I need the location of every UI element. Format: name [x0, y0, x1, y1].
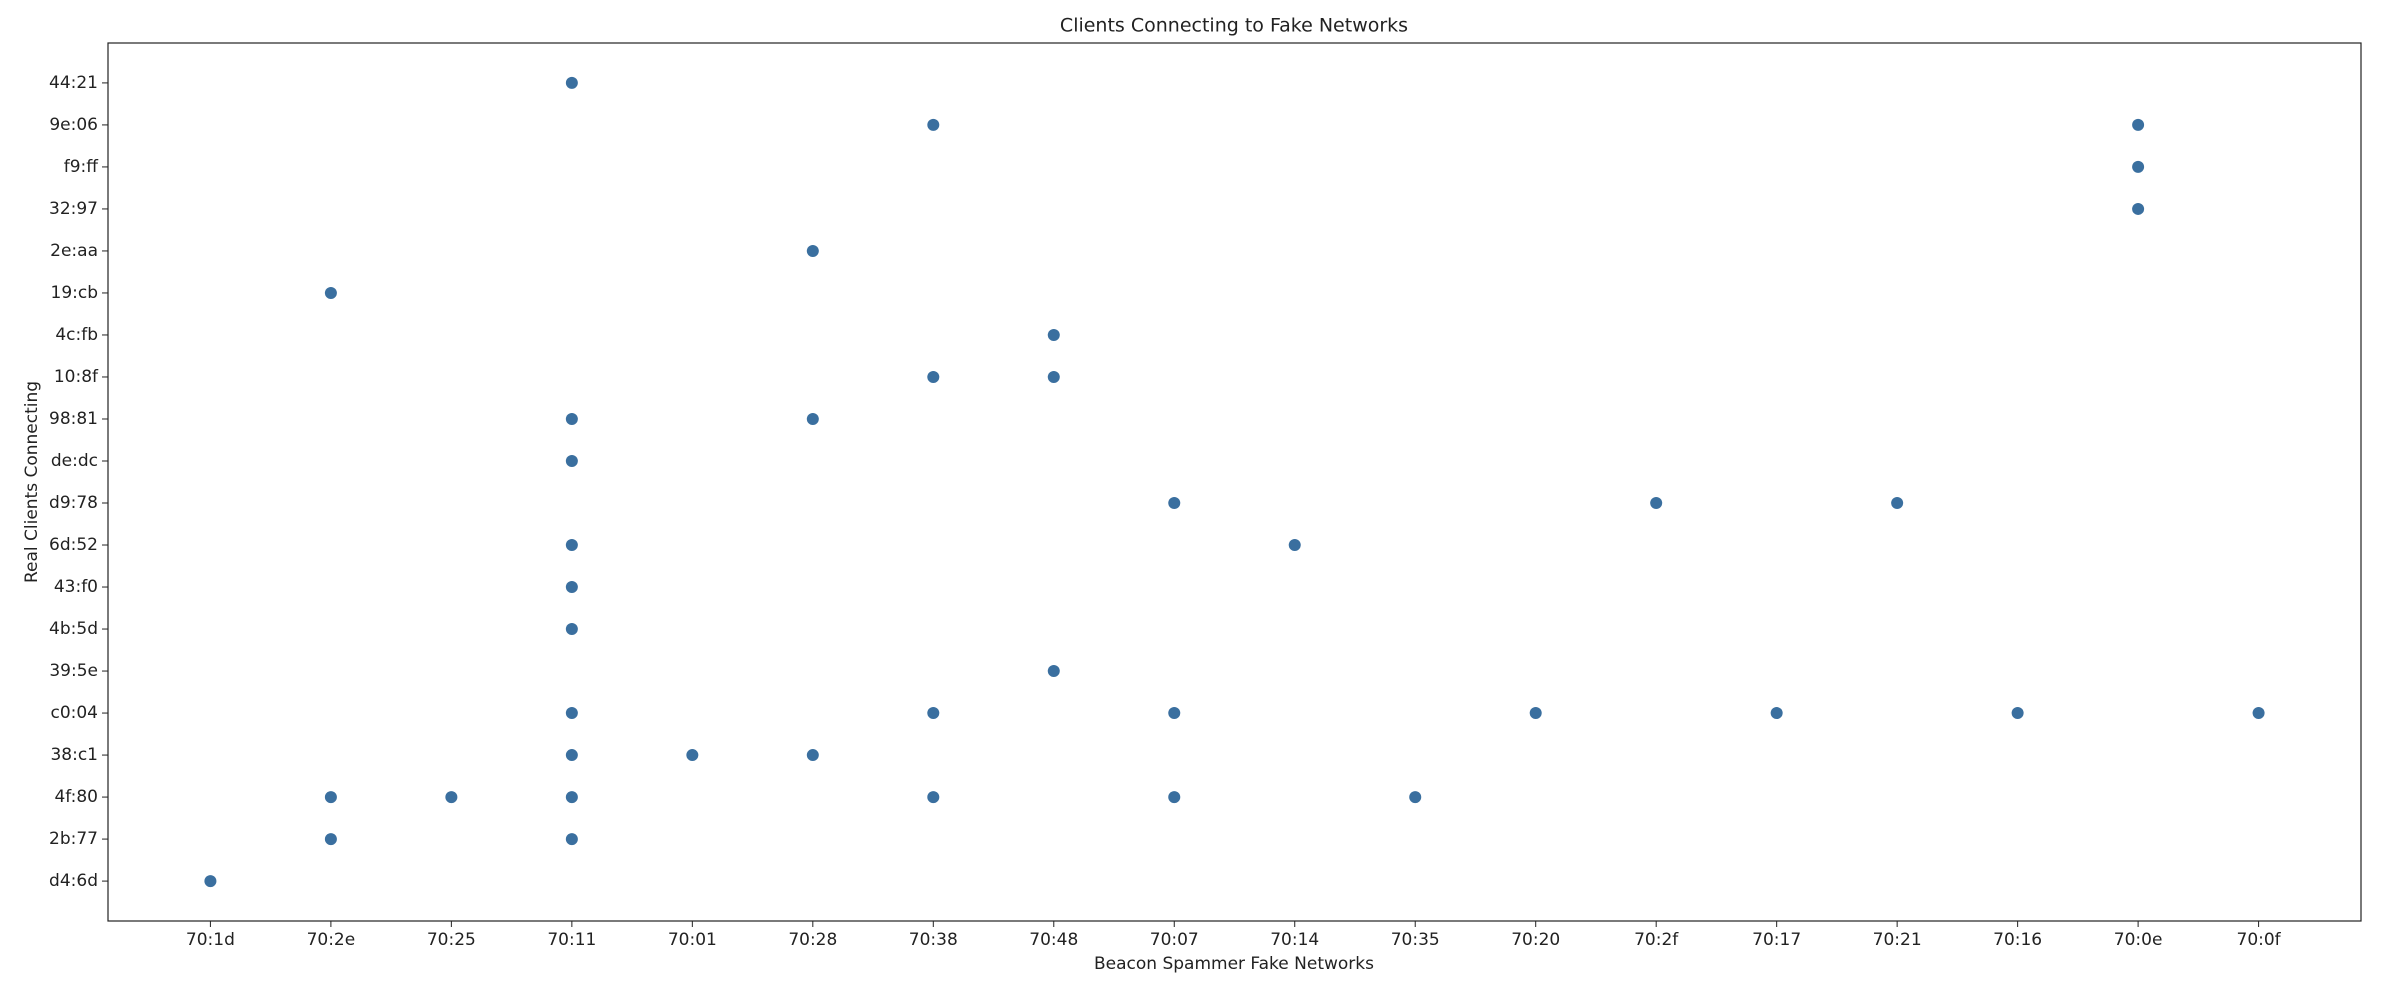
x-tick-label: 70:16 — [1993, 930, 2042, 950]
point — [806, 749, 819, 762]
point — [686, 749, 699, 762]
chart-title: Clients Connecting to Fake Networks — [1060, 15, 1408, 37]
point — [1168, 497, 1181, 510]
y-tick-label: 4c:fb — [55, 325, 98, 345]
x-tick-label: 70:21 — [1873, 930, 1922, 950]
x-tick-label: 70:0f — [2237, 930, 2282, 950]
point — [806, 412, 819, 425]
point — [565, 833, 578, 846]
point — [927, 707, 940, 720]
point — [1168, 707, 1181, 720]
y-tick-label: 4f:80 — [54, 787, 98, 807]
y-tick-label: de:dc — [51, 451, 98, 471]
point — [1047, 665, 1060, 678]
point — [927, 370, 940, 383]
point — [1650, 497, 1663, 510]
x-tick-label: 70:2f — [1634, 930, 1679, 950]
y-tick-label: d9:78 — [49, 493, 98, 513]
y-tick-label: 4b:5d — [49, 619, 98, 639]
y-tick-label: 38:c1 — [50, 745, 98, 765]
point — [565, 623, 578, 636]
x-tick-label: 70:01 — [668, 930, 717, 950]
point — [565, 412, 578, 425]
point — [1409, 791, 1422, 804]
x-tick-label: 70:35 — [1391, 930, 1440, 950]
point — [1047, 328, 1060, 341]
y-axis-label: Real Clients Connecting — [22, 381, 42, 583]
point — [2011, 707, 2024, 720]
x-tick-label: 70:25 — [427, 930, 476, 950]
x-axis-label: Beacon Spammer Fake Networks — [1094, 954, 1374, 974]
point — [565, 76, 578, 89]
y-tick-label: 2e:aa — [50, 241, 98, 261]
x-tick-label: 70:28 — [788, 930, 837, 950]
point — [1770, 707, 1783, 720]
x-tick-label: 70:0e — [2114, 930, 2163, 950]
x-tick-label: 70:11 — [547, 930, 596, 950]
y-tick-label: 44:21 — [49, 73, 98, 93]
point — [2132, 202, 2145, 215]
point — [2132, 118, 2145, 131]
point — [565, 454, 578, 467]
y-tick-label: c0:04 — [50, 703, 98, 723]
point — [204, 875, 217, 888]
y-tick-label: 10:8f — [54, 367, 99, 387]
x-tick-label: 70:48 — [1029, 930, 1078, 950]
y-tick-label: f9:ff — [64, 157, 100, 177]
point — [2252, 707, 2265, 720]
x-tick-label: 70:17 — [1752, 930, 1801, 950]
y-tick-label: 9e:06 — [49, 115, 98, 135]
point — [806, 244, 819, 257]
x-tick-label: 70:2e — [307, 930, 356, 950]
point — [565, 749, 578, 762]
x-tick-label: 70:07 — [1150, 930, 1199, 950]
y-tick-label: d4:6d — [49, 871, 98, 891]
point — [565, 581, 578, 594]
y-tick-label: 6d:52 — [49, 535, 98, 555]
point — [324, 791, 337, 804]
point — [2132, 160, 2145, 173]
x-tick-label: 70:38 — [909, 930, 958, 950]
point — [324, 833, 337, 846]
y-tick-label: 98:81 — [49, 409, 98, 429]
point — [1168, 791, 1181, 804]
point — [927, 118, 940, 131]
point — [1529, 707, 1542, 720]
point — [324, 286, 337, 299]
point — [565, 707, 578, 720]
x-tick-label: 70:1d — [186, 930, 235, 950]
y-tick-label: 2b:77 — [49, 829, 98, 849]
x-tick-label: 70:20 — [1511, 930, 1560, 950]
x-tick-label: 70:14 — [1270, 930, 1319, 950]
point — [927, 791, 940, 804]
point — [445, 791, 458, 804]
y-tick-label: 43:f0 — [54, 577, 98, 597]
y-tick-label: 19:cb — [51, 283, 99, 303]
plot-frame — [107, 42, 2362, 922]
y-tick-label: 32:97 — [49, 199, 98, 219]
point — [1288, 539, 1301, 552]
point — [565, 791, 578, 804]
point — [1891, 497, 1904, 510]
point — [565, 539, 578, 552]
point — [1047, 370, 1060, 383]
y-tick-label: 39:5e — [49, 661, 98, 681]
